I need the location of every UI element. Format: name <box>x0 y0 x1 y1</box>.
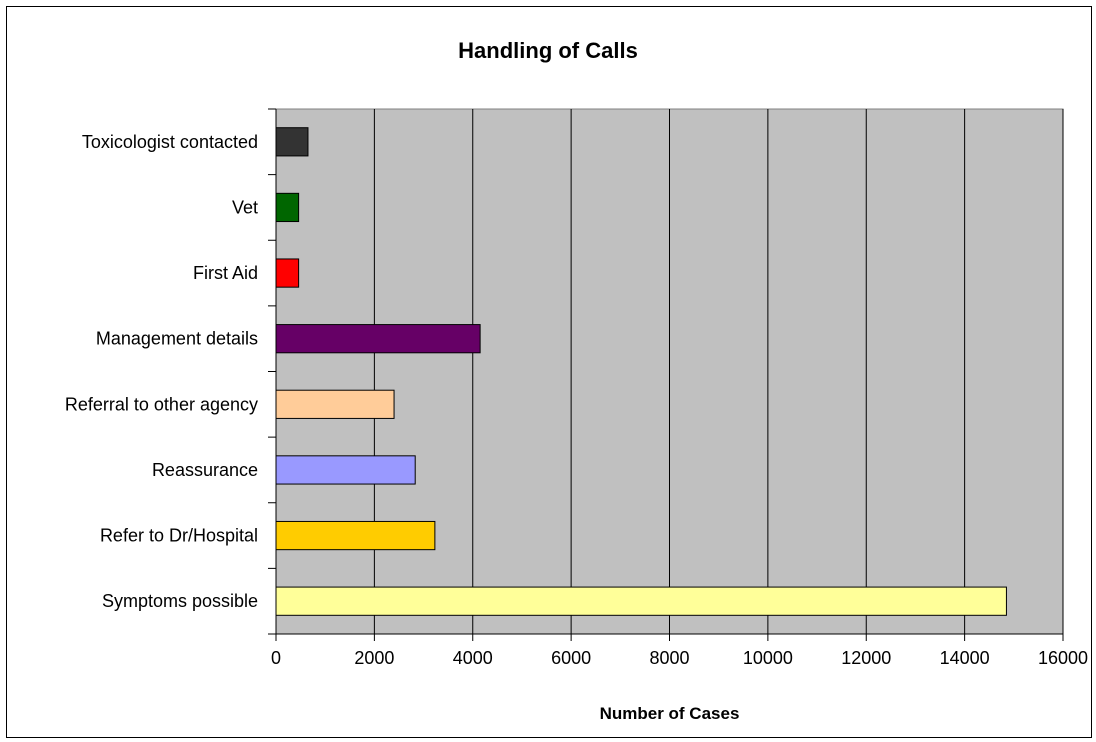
x-axis-title: Number of Cases <box>600 704 740 723</box>
category-label-1: Refer to Dr/Hospital <box>100 526 258 546</box>
chart-title: Handling of Calls <box>458 38 638 63</box>
category-label-2: Reassurance <box>152 460 258 480</box>
x-tick-label-4: 8000 <box>649 648 689 668</box>
bar-2 <box>275 455 416 485</box>
bar-0 <box>275 586 1007 616</box>
x-tick-label-2: 4000 <box>453 648 493 668</box>
category-label-4: Management details <box>96 329 258 349</box>
category-label-6: Vet <box>232 197 258 217</box>
bar-7 <box>275 127 309 157</box>
category-label-3: Referral to other agency <box>65 394 258 414</box>
x-tick-label-3: 6000 <box>551 648 591 668</box>
category-label-5: First Aid <box>193 263 258 283</box>
category-label-7: Toxicologist contacted <box>82 132 258 152</box>
x-tick-label-7: 14000 <box>940 648 990 668</box>
bar-6 <box>275 192 300 223</box>
bar-5 <box>275 258 300 288</box>
bar-3 <box>275 389 395 419</box>
bar-4 <box>275 324 481 354</box>
x-tick-label-6: 12000 <box>841 648 891 668</box>
bar-1 <box>275 520 436 551</box>
x-tick-label-0: 0 <box>271 648 281 668</box>
x-tick-label-5: 10000 <box>743 648 793 668</box>
x-tick-label-1: 2000 <box>354 648 394 668</box>
x-tick-label-8: 16000 <box>1038 648 1088 668</box>
category-label-0: Symptoms possible <box>102 591 258 611</box>
